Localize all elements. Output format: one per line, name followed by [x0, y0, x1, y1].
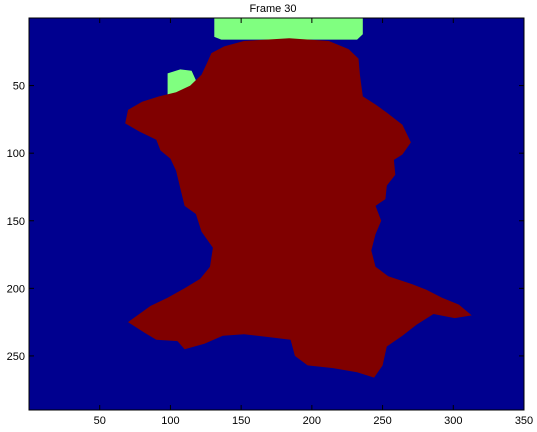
- region-highlight-top: [214, 18, 363, 40]
- x-tick-label: 50: [94, 415, 106, 427]
- region-figure: [125, 38, 472, 378]
- region-highlight-left: [167, 69, 196, 100]
- x-tick-label: 200: [303, 415, 321, 427]
- x-axis: 50 100 150 200 250 300 350: [94, 18, 533, 427]
- x-tick-label: 100: [161, 415, 179, 427]
- regions-layer: [125, 18, 472, 378]
- x-tick-label: 150: [232, 415, 250, 427]
- x-tick-label: 250: [373, 415, 391, 427]
- plot-area: 50 100 150 200 250 300 350 50 100 150 200 250: [7, 17, 533, 427]
- chart-title: Frame 30: [249, 3, 296, 15]
- plot-frame: [28, 17, 525, 411]
- y-axis: 50 100 150 200 250: [7, 81, 524, 363]
- y-tick-label: 250: [7, 351, 25, 363]
- y-tick-label: 150: [7, 216, 25, 228]
- x-tick-label: 300: [444, 415, 462, 427]
- y-tick-label: 50: [13, 81, 25, 93]
- y-tick-label: 200: [7, 283, 25, 295]
- y-tick-label: 100: [7, 148, 25, 160]
- x-tick-label: 350: [515, 415, 533, 427]
